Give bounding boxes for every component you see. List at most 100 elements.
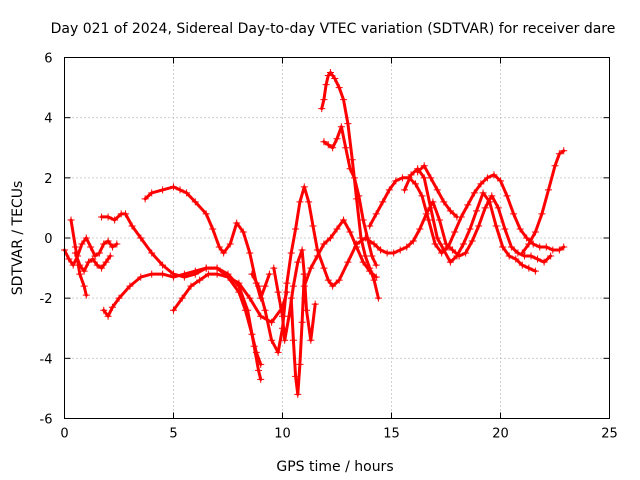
data-point (176, 186, 184, 194)
data-point (311, 300, 319, 308)
series-track-13 (300, 216, 380, 290)
data-point (298, 246, 306, 254)
series-track-17 (414, 162, 461, 221)
data-point (368, 252, 376, 260)
data-point (331, 75, 339, 83)
data-point (98, 213, 106, 221)
data-point (433, 186, 441, 194)
data-point (507, 243, 515, 251)
data-point (560, 243, 568, 251)
data-point (366, 222, 374, 230)
data-point (366, 267, 374, 275)
data-point (361, 252, 369, 260)
ticks: 0 5 10 15 20 25 -6 -4 -2 0 2 4 6 (40, 52, 618, 442)
data-point (305, 198, 313, 206)
data-point (475, 222, 483, 230)
data-point (359, 216, 367, 224)
data-point (224, 273, 232, 281)
data-point (364, 234, 372, 242)
data-point (115, 294, 123, 302)
data-point (449, 246, 457, 254)
data-point (307, 264, 315, 272)
data-point (257, 375, 265, 383)
data-point (191, 198, 199, 206)
data-point (329, 144, 337, 152)
data-point (483, 174, 491, 182)
data-point (425, 216, 433, 224)
data-point (377, 246, 385, 254)
data-point (398, 174, 406, 182)
data-point (512, 255, 520, 263)
data-point (374, 294, 382, 302)
data-point (340, 96, 348, 104)
x-tick-label: 10 (274, 427, 291, 442)
data-point (89, 255, 97, 263)
data-point (346, 228, 354, 236)
data-point (320, 240, 328, 248)
data-point (492, 222, 500, 230)
data-point (534, 255, 542, 263)
series-line (368, 173, 566, 255)
data-point (108, 303, 116, 311)
data-point (372, 273, 380, 281)
series-track-11 (318, 69, 382, 302)
series-track-6 (141, 183, 273, 302)
data-point (490, 171, 498, 179)
series-track-7 (170, 270, 291, 326)
data-point (383, 249, 391, 257)
data-point (420, 162, 428, 170)
data-point (76, 270, 84, 278)
data-point (108, 243, 116, 251)
data-point (337, 123, 345, 131)
data-point (244, 306, 252, 314)
data-point (289, 336, 297, 344)
series-track-15 (377, 192, 555, 266)
data-point (494, 204, 502, 212)
data-point (307, 336, 315, 344)
series-track-8 (248, 183, 385, 356)
data-point (209, 225, 217, 233)
data-point (422, 210, 430, 218)
data-point (300, 183, 308, 191)
series-track-18 (518, 147, 568, 257)
data-point (202, 264, 210, 272)
data-point (159, 270, 167, 278)
data-point (479, 189, 487, 197)
grid (64, 57, 610, 419)
data-point (95, 249, 103, 257)
data-point (538, 210, 546, 218)
data-point (416, 225, 424, 233)
data-point (183, 189, 191, 197)
data-point (187, 282, 195, 290)
data-point (170, 306, 177, 314)
series-line (302, 218, 378, 288)
data-point (414, 168, 422, 176)
data-point (344, 120, 352, 128)
series-track-12 (320, 123, 380, 269)
data-point (466, 225, 474, 233)
data-point (226, 240, 234, 248)
data-point (551, 162, 559, 170)
data-point (372, 210, 380, 218)
chart-title: Day 021 of 2024, Sidereal Day-to-day VTE… (51, 21, 616, 37)
data-point (544, 186, 552, 194)
data-point (292, 372, 300, 380)
data-point (322, 81, 330, 89)
data-point (501, 225, 509, 233)
data-point (350, 174, 358, 182)
data-point (549, 246, 557, 254)
data-point (324, 276, 332, 284)
data-point (170, 183, 177, 191)
data-point (213, 264, 221, 272)
data-point (82, 291, 90, 299)
x-tick-label: 15 (383, 427, 400, 442)
data-point (255, 366, 263, 374)
data-point (442, 240, 450, 248)
data-point (525, 264, 533, 272)
data-point (536, 243, 544, 251)
data-point (292, 225, 300, 233)
data-point (477, 180, 485, 188)
data-point (180, 270, 188, 278)
data-point (440, 246, 448, 254)
data-point (333, 225, 341, 233)
